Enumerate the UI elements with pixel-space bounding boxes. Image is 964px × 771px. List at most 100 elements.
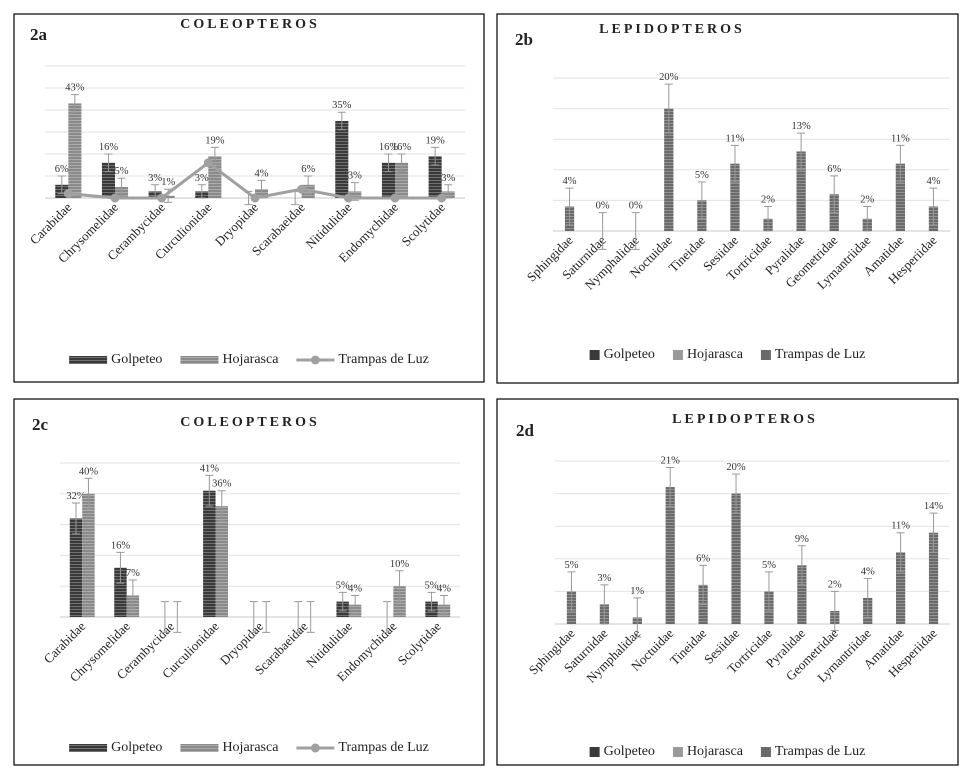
data-label: 5% <box>425 580 439 591</box>
error-bar <box>173 601 182 633</box>
error-bar <box>598 212 607 250</box>
error-bar <box>567 571 576 612</box>
error-bar <box>337 111 346 131</box>
legend-swatch <box>589 350 600 360</box>
data-label: 9% <box>795 534 809 545</box>
error-bar <box>631 212 640 250</box>
legend-label: Golpeteo <box>111 740 162 755</box>
data-label: 4% <box>437 583 451 594</box>
bar <box>69 518 83 617</box>
data-label: 6% <box>55 164 69 175</box>
x-tick-label: Tineidae <box>667 625 710 668</box>
data-label: 41% <box>200 463 220 474</box>
error-bar <box>699 564 708 605</box>
data-label: 4% <box>861 566 875 577</box>
legend-swatch <box>760 350 771 360</box>
error-bar <box>160 601 169 633</box>
error-bar <box>128 579 137 612</box>
error-bar <box>338 591 347 612</box>
line-marker <box>297 184 307 194</box>
data-label: 3% <box>195 173 209 184</box>
error-bar <box>397 153 406 173</box>
legend-label: Hojarasca <box>687 347 744 362</box>
data-label: 35% <box>332 100 352 111</box>
error-bar <box>863 206 872 232</box>
error-bar <box>697 181 706 220</box>
chart-title: COLEOPTEROS <box>180 17 320 32</box>
error-bar <box>730 144 739 183</box>
error-bar <box>383 601 392 633</box>
legend-label: Trampas de Luz <box>775 744 865 759</box>
data-label: 21% <box>661 456 681 467</box>
legend-swatch <box>672 350 683 360</box>
error-bar <box>351 594 360 615</box>
legend-swatch <box>760 747 771 757</box>
data-label: 13% <box>792 121 812 132</box>
data-label: 5% <box>115 166 129 177</box>
error-bar <box>249 601 258 633</box>
error-bar <box>664 83 673 134</box>
bar <box>896 552 906 624</box>
data-label: 11% <box>726 133 745 144</box>
data-label: 7% <box>126 568 140 579</box>
data-label: 0% <box>596 201 610 212</box>
bar <box>215 506 228 617</box>
error-bar <box>431 146 440 166</box>
legend-label: Trampas de Luz <box>338 740 428 755</box>
x-tick-label: Carabidae <box>27 199 75 247</box>
bar <box>797 565 807 624</box>
data-label: 3% <box>597 573 611 584</box>
bar <box>335 121 349 198</box>
error-bar <box>217 490 226 523</box>
bar <box>68 103 82 198</box>
legend-swatch <box>672 747 683 757</box>
line-marker <box>390 193 400 203</box>
legend: Golpeteo Hojarasca Trampas de Luz <box>589 744 865 759</box>
data-label: 1% <box>630 586 644 597</box>
legend-label: Golpeteo <box>604 744 655 759</box>
bar <box>428 156 442 198</box>
data-label: 19% <box>426 135 446 146</box>
panel-frame <box>13 13 485 383</box>
error-bar <box>732 473 741 514</box>
data-label: 19% <box>205 135 225 146</box>
error-bar <box>565 187 574 226</box>
error-bar <box>116 551 125 584</box>
data-label: 3% <box>441 173 455 184</box>
chart-title: COLEOPTEROS <box>180 415 320 430</box>
data-label: 36% <box>212 479 232 490</box>
bar <box>928 532 939 624</box>
error-bar <box>384 153 393 173</box>
data-label: 5% <box>695 170 709 181</box>
bar <box>665 487 675 624</box>
error-bar <box>863 577 872 618</box>
error-bar <box>830 590 839 632</box>
panel-label: 2b <box>515 30 533 49</box>
panel-label: 2d <box>516 421 535 440</box>
data-label: 4% <box>348 583 362 594</box>
bar <box>796 151 806 231</box>
error-bar <box>395 570 404 603</box>
data-label: 11% <box>891 521 910 532</box>
line-marker <box>250 193 260 203</box>
data-label: 43% <box>65 83 85 94</box>
bar <box>82 493 95 617</box>
bar <box>664 108 674 231</box>
line-marker <box>157 193 167 203</box>
error-bar <box>797 132 806 171</box>
bar <box>731 493 741 624</box>
data-label: 4% <box>563 176 577 187</box>
data-label: 2% <box>860 195 874 206</box>
legend-label: Hojarasca <box>687 744 744 759</box>
error-bar <box>929 512 938 553</box>
error-bar <box>797 545 806 586</box>
panel-label: 2c <box>32 415 49 434</box>
bar <box>730 163 740 231</box>
error-bar <box>666 467 675 508</box>
line-marker <box>110 193 120 203</box>
data-label: 6% <box>696 553 710 564</box>
data-label: 16% <box>99 142 119 153</box>
bar <box>203 490 216 617</box>
bar <box>895 163 906 231</box>
